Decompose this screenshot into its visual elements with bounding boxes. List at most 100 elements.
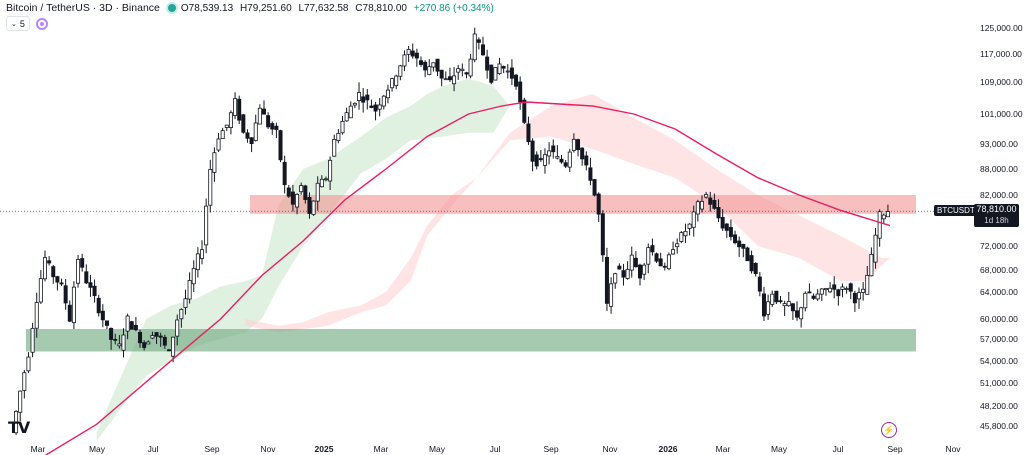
candle-body <box>823 288 828 291</box>
candle-body <box>150 335 155 339</box>
candle-body <box>286 187 291 197</box>
candle-body <box>38 278 43 303</box>
candle-body <box>881 214 886 220</box>
candle-body <box>840 286 845 290</box>
candle-body <box>836 289 841 297</box>
candle-body <box>142 342 147 348</box>
candle-body <box>770 293 775 305</box>
candle-body <box>253 122 258 141</box>
candle-body <box>241 114 246 133</box>
candle-body <box>745 247 750 262</box>
high-value: H79,251.60 <box>239 2 292 14</box>
candle-body <box>357 92 362 101</box>
y-tick-label: 109,000.00 <box>980 77 1023 87</box>
candle-body <box>683 230 688 237</box>
candle-body <box>154 332 159 337</box>
candle-body <box>485 56 490 71</box>
candle-body <box>501 66 506 69</box>
candle-body <box>476 39 481 43</box>
candle-body <box>828 287 833 293</box>
candle-body <box>464 72 469 75</box>
candle-body <box>443 78 448 81</box>
y-tick-label: 60,000.00 <box>980 314 1018 324</box>
market-status-dot <box>167 4 176 12</box>
candle-body <box>204 205 209 246</box>
candle-body <box>344 112 349 122</box>
candle-body <box>613 273 618 284</box>
ohlc-readout: O78,539.13 H79,251.60 L77,632.58 C78,810… <box>181 3 494 14</box>
candle-body <box>724 223 729 231</box>
y-tick-label: 54,000.00 <box>980 356 1018 366</box>
spiral-icon[interactable] <box>35 17 48 30</box>
candle-body <box>497 63 502 75</box>
candle-body <box>518 81 523 103</box>
x-tick-label: Jul <box>490 444 501 454</box>
bar-countdown: 1d 18h <box>984 216 1009 225</box>
candle-body <box>18 390 23 413</box>
candle-body <box>675 243 680 248</box>
candle-body <box>699 200 704 210</box>
candle-body <box>600 213 605 256</box>
candle-body <box>30 327 35 353</box>
x-tick-label: Mar <box>716 444 731 454</box>
candle-body <box>290 191 295 205</box>
candle-body <box>319 178 324 188</box>
candle-body <box>604 256 609 304</box>
candle-body <box>617 265 622 270</box>
candle-body <box>658 258 663 267</box>
last-price-label: 78,810.00 1d 18h <box>974 204 1019 227</box>
candle-body <box>113 338 118 341</box>
candle-body <box>671 249 676 255</box>
candle-body <box>799 307 804 320</box>
candle-body <box>741 243 746 249</box>
y-tick-label: 117,000.00 <box>980 49 1022 59</box>
candle-body <box>410 50 415 57</box>
tradingview-logo[interactable]: TV <box>8 418 30 437</box>
indicators-toggle-button[interactable]: ⌄ 5 <box>6 16 30 31</box>
candle-body <box>365 94 370 101</box>
candle-body <box>567 151 572 168</box>
candle-body <box>712 200 717 209</box>
candle-body <box>584 155 589 166</box>
candle-body <box>431 62 436 68</box>
lightning-icon[interactable]: ⚡ <box>881 422 897 438</box>
x-tick-label: Nov <box>945 444 961 454</box>
candle-body <box>749 255 754 272</box>
y-tick-label: 68,000.00 <box>980 265 1018 275</box>
candle-body <box>873 234 878 263</box>
candle-body <box>348 105 353 119</box>
candle-body <box>398 65 403 77</box>
candle-body <box>505 70 510 73</box>
candle-body <box>414 52 419 59</box>
indicator-row: ⌄ 5 <box>6 16 48 31</box>
candle-body <box>22 372 27 391</box>
candle-body <box>460 68 465 72</box>
candle-body <box>542 154 547 166</box>
x-tick-label: Nov <box>602 444 618 454</box>
symbol-title[interactable]: Bitcoin / TetherUS · 3D · Binance <box>6 2 160 14</box>
moving-average-line <box>44 101 891 455</box>
candle-body <box>625 268 630 279</box>
x-tick-label: Sep <box>543 444 558 454</box>
resistance-zone <box>250 195 916 214</box>
candle-body <box>439 69 444 79</box>
x-tick-label: Nov <box>260 444 276 454</box>
candle-body <box>728 227 733 237</box>
candle-body <box>654 253 659 262</box>
candle-body <box>720 217 725 229</box>
x-tick-label: Sep <box>887 444 902 454</box>
candle-body <box>121 334 126 351</box>
x-tick-label: 2025 <box>315 444 334 454</box>
x-tick-label: 2026 <box>659 444 678 454</box>
candle-body <box>394 75 399 87</box>
candle-body <box>187 279 192 300</box>
close-value: C78,810.00 <box>355 2 407 14</box>
y-tick-label: 51,000.00 <box>980 378 1018 388</box>
candle-body <box>832 284 837 290</box>
candle-body <box>175 319 180 337</box>
candle-body <box>774 290 779 303</box>
candle-body <box>92 285 97 297</box>
candle-body <box>547 150 552 157</box>
candle-body <box>795 310 800 318</box>
